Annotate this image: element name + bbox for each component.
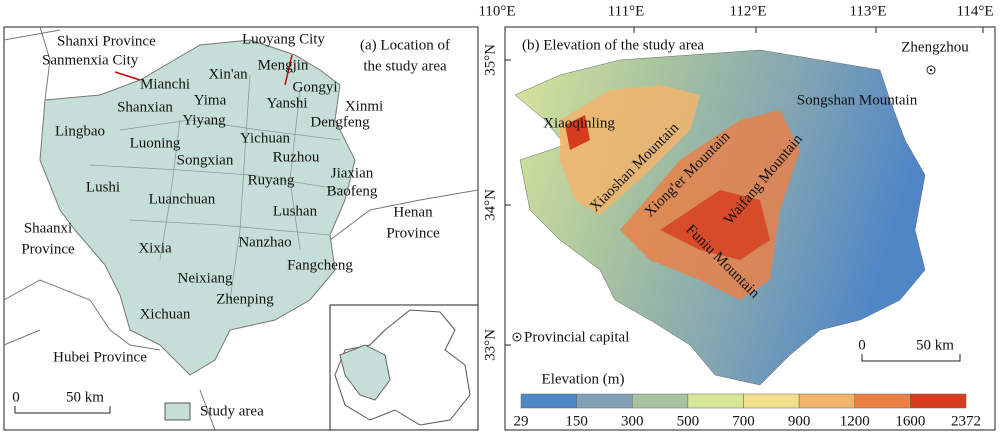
county-label: Yima (194, 92, 227, 108)
county-label: Luanchuan (149, 191, 216, 207)
graticule: 110°E 111°E 112°E 113°E 114°E 35°N 34°N 33°N (478, 3, 993, 360)
region-label: Shaanxi (24, 220, 72, 236)
county-label: Ruyang (248, 172, 295, 188)
colorbar-tick-label: 700 (732, 413, 755, 429)
county-label: Neixiang (178, 270, 233, 286)
region-label: Province (386, 225, 440, 241)
colorbar-tick-label: 1600 (895, 413, 925, 429)
colorbar-tick-label: 1200 (840, 413, 870, 429)
highland (565, 115, 590, 150)
legend-swatch (164, 402, 191, 421)
pointer-arrow (114, 54, 293, 86)
colorbar-segment (520, 393, 577, 409)
province-boundary (3, 26, 479, 431)
county-label: Zhenping (216, 291, 274, 307)
place-label: Songshan Mountain (797, 92, 918, 108)
county-labels: Mianchi Xin'an Mengjin Gongyi Shanxian Yima Ya… (55, 57, 383, 322)
colorbar-tick-label: 900 (788, 413, 811, 429)
lon-label: 110°E (478, 3, 515, 19)
county-label: Xichuan (140, 306, 191, 322)
colorbar-tick-label: 150 (565, 413, 588, 429)
colorbar-segment (910, 393, 967, 409)
county-label: Fangcheng (287, 257, 353, 273)
legend-label: Provincial capital (524, 329, 629, 345)
county-label: Xin'an (208, 66, 248, 82)
county-label: Shanxian (117, 99, 173, 115)
lon-label: 114°E (956, 3, 993, 19)
county-label: Yanshi (267, 95, 308, 111)
scale-label: 0 (12, 389, 20, 405)
lat-label: 33°N (482, 329, 498, 361)
county-label: Ruzhou (273, 149, 320, 165)
county-label: Gongyi (293, 79, 338, 95)
place-label: Shanxi Province (57, 33, 156, 49)
county-label: Luoning (130, 135, 181, 151)
county-label: Mengjin (258, 57, 309, 73)
county-label: Lingbao (55, 123, 105, 139)
lon-label: 112°E (729, 3, 766, 19)
scale-label: 50 km (66, 389, 104, 405)
place-label: Xiaoqinling (543, 115, 615, 131)
inset-study-area (339, 344, 391, 401)
highland (560, 85, 700, 215)
legend-title: Elevation (m) (542, 371, 625, 387)
county-label: Nanzhao (238, 234, 291, 250)
lat-label: 35°N (482, 44, 498, 76)
panel-title: (b) Elevation of the study area (522, 37, 704, 53)
region-label: Hubei Province (53, 349, 147, 365)
scale-bar (14, 406, 111, 414)
panel-title: the study area (363, 58, 447, 74)
county-label: Dengfeng (310, 114, 370, 130)
colorbar: 29 150 300 500 700 900 1200 1600 2372 (514, 393, 981, 429)
colorbar-segment (854, 393, 911, 409)
lat-label: 34°N (482, 189, 498, 221)
county-label: Lushi (86, 179, 120, 195)
place-label: Luoyang City (242, 31, 325, 47)
colorbar-segment (687, 393, 744, 409)
capital-symbol (512, 332, 522, 342)
county-label: Songxian (177, 152, 234, 168)
colorbar-segment (743, 393, 800, 409)
county-label: Xixia (138, 240, 172, 256)
colorbar-segment (798, 393, 855, 409)
scale-bar (861, 354, 961, 362)
panel-title: (a) Location of (360, 37, 450, 53)
county-label: Lushan (273, 203, 318, 219)
colorbar-tick-label: 500 (677, 413, 700, 429)
county-label: Baofeng (327, 183, 378, 199)
region-label: Province (21, 241, 75, 257)
place-label: Zhengzhou (901, 39, 969, 55)
colorbar-segment (576, 393, 633, 409)
lon-label: 111°E (608, 3, 645, 19)
study-area (39, 39, 356, 376)
scale-label: 0 (858, 337, 866, 353)
county-label: Mianchi (140, 76, 190, 92)
lon-label: 113°E (849, 3, 886, 19)
county-label: Jiaxian (331, 165, 374, 181)
highland (660, 190, 770, 260)
colorbar-tick-label: 2372 (951, 413, 981, 429)
colorbar-segment (632, 393, 689, 409)
county-label: Yichuan (240, 130, 290, 146)
scale-label: 50 km (916, 337, 954, 353)
place-label: Sanmenxia City (42, 52, 139, 68)
county-boundaries (89, 74, 346, 301)
region-label: Henan (393, 204, 433, 220)
capital-symbol (926, 65, 936, 75)
county-label: Yiyang (182, 112, 226, 128)
legend-label: Study area (200, 403, 264, 419)
capital-symbol (929, 68, 933, 72)
colorbar-tick-label: 300 (621, 413, 644, 429)
county-label: Xinmi (345, 98, 383, 114)
colorbar-tick-label: 29 (514, 413, 529, 429)
capital-symbol (515, 335, 519, 339)
